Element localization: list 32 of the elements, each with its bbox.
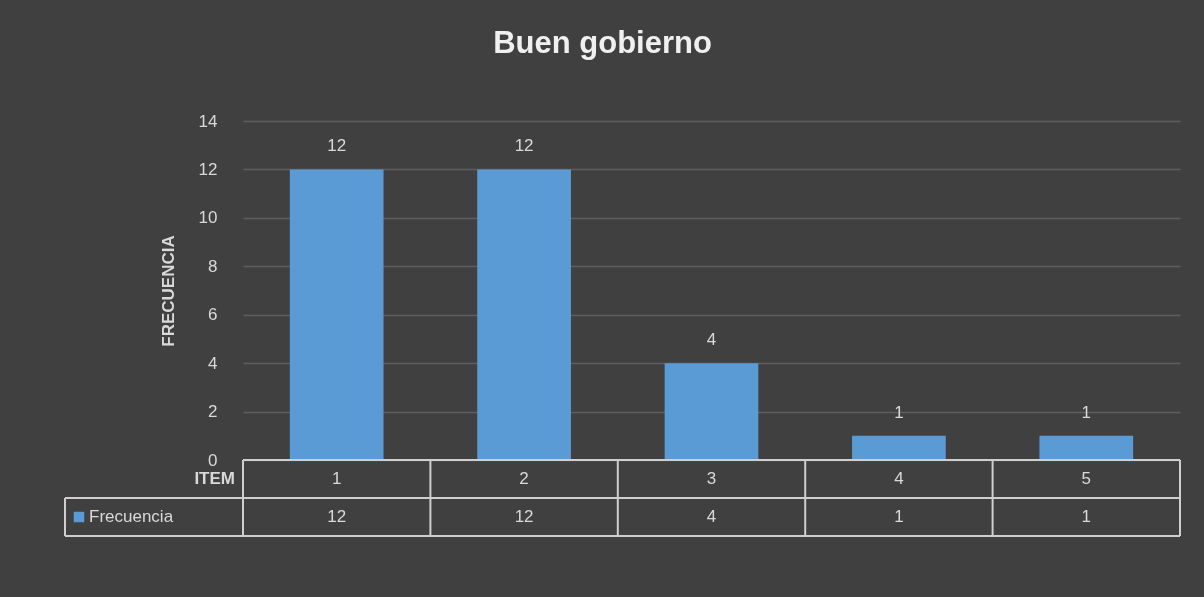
chart-title: Buen gobierno <box>493 25 712 60</box>
data-label: 12 <box>514 507 534 526</box>
bar <box>852 435 946 460</box>
bar <box>1039 435 1134 460</box>
x-tick-label: 2 <box>519 469 529 488</box>
y-tick-label: 6 <box>208 305 218 325</box>
text: 1 <box>1081 402 1092 422</box>
y-tick-label: 12 <box>198 159 218 179</box>
text: 4 <box>706 330 717 350</box>
data-label: 1 <box>1081 507 1092 526</box>
bar <box>477 169 571 460</box>
y-tick-label: 14 <box>198 111 218 131</box>
x-tick-label: 3 <box>706 469 717 488</box>
x-tick-label: 1 <box>331 469 342 488</box>
y-tick-label: 8 <box>208 256 218 276</box>
data-label: 1 <box>894 507 904 526</box>
data-label: 12 <box>327 507 347 526</box>
bar <box>664 363 759 460</box>
text: 1 <box>894 402 904 422</box>
y-tick-label: 2 <box>208 402 218 422</box>
y-tick-label: 4 <box>208 353 218 373</box>
bar <box>289 169 384 460</box>
text: 12 <box>514 136 534 156</box>
x-tick-label: 5 <box>1081 469 1092 488</box>
legend-label: Frecuencia <box>89 507 174 526</box>
y-tick-label: 10 <box>198 208 218 228</box>
x-tick-label: 4 <box>894 469 904 488</box>
y-tick-label: 0 <box>208 450 218 470</box>
text: 12 <box>327 136 347 156</box>
data-label: 4 <box>706 507 717 526</box>
x-axis-title: ITEM <box>194 469 235 488</box>
y-axis-title: FRECUENCIA <box>158 235 178 347</box>
